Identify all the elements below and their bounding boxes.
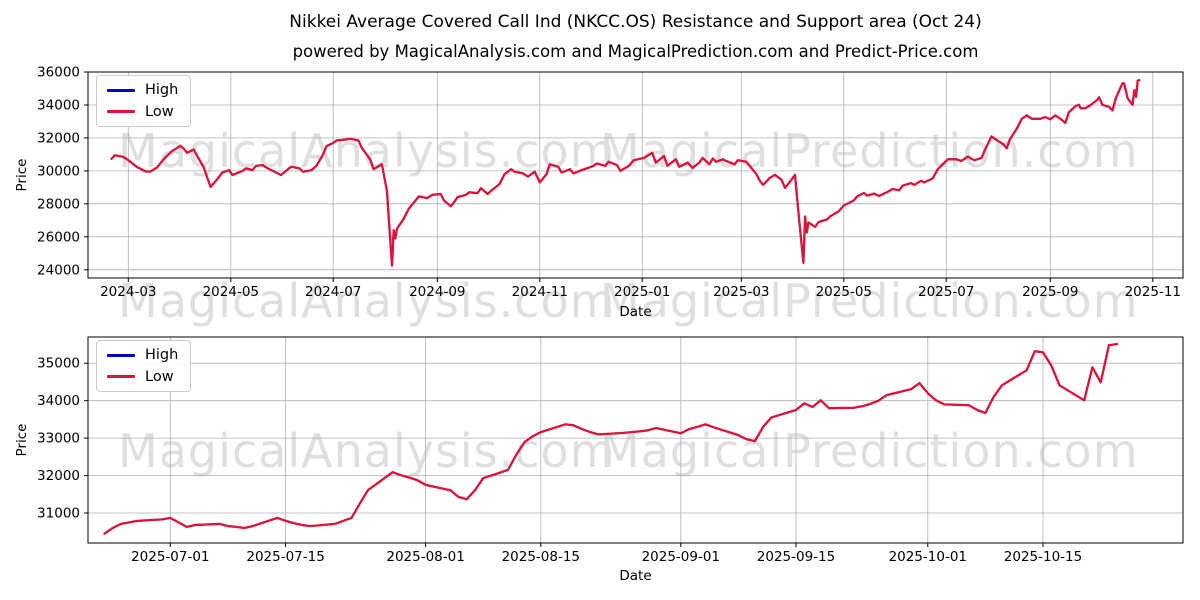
svg-text:2025-07-01: 2025-07-01 xyxy=(131,549,209,565)
svg-text:2024-09: 2024-09 xyxy=(409,284,465,300)
legend-label-low: Low xyxy=(145,103,174,120)
legend-entry-high: High xyxy=(107,348,178,363)
bottom-xlabel: Date xyxy=(619,568,652,584)
svg-text:33000: 33000 xyxy=(37,431,80,447)
svg-text:2025-05: 2025-05 xyxy=(816,284,872,300)
watermark-prediction: MagicalPrediction.com xyxy=(600,124,1139,178)
low-line-swatch xyxy=(107,375,135,379)
svg-text:2025-10-15: 2025-10-15 xyxy=(1004,549,1082,565)
top-ylabel: Price xyxy=(14,158,30,192)
svg-text:34000: 34000 xyxy=(37,393,80,409)
legend-entry-low: Low xyxy=(107,368,178,385)
high-line-swatch xyxy=(107,88,135,92)
figure-title: Nikkei Average Covered Call Ind (NKCC.OS… xyxy=(289,12,982,32)
svg-text:2025-08-15: 2025-08-15 xyxy=(502,549,580,565)
svg-text:26000: 26000 xyxy=(37,229,80,245)
legend-label-high: High xyxy=(145,82,179,98)
svg-text:31000: 31000 xyxy=(37,506,80,522)
svg-text:2024-03: 2024-03 xyxy=(100,284,156,300)
watermark-prediction: MagicalPrediction.com xyxy=(600,274,1139,328)
svg-text:2025-01: 2025-01 xyxy=(614,284,670,300)
bottom-ylabel: Price xyxy=(14,423,30,457)
watermark-prediction: MagicalPrediction.com xyxy=(600,424,1139,478)
bottom-legend: High Low xyxy=(96,340,192,392)
svg-text:2025-07-15: 2025-07-15 xyxy=(246,549,324,565)
svg-text:2024-07: 2024-07 xyxy=(305,284,361,300)
svg-text:2025-03: 2025-03 xyxy=(713,284,769,300)
svg-text:35000: 35000 xyxy=(37,356,80,372)
watermark-analysis: MagicalAnalysis.com xyxy=(118,424,616,478)
svg-text:2025-09-01: 2025-09-01 xyxy=(642,549,720,565)
svg-text:2025-09-15: 2025-09-15 xyxy=(757,549,835,565)
top-legend: High Low xyxy=(96,75,192,127)
svg-text:2025-11: 2025-11 xyxy=(1125,284,1181,300)
svg-text:32000: 32000 xyxy=(37,130,80,146)
watermark-analysis: MagicalAnalysis.com xyxy=(118,124,616,178)
svg-text:24000: 24000 xyxy=(37,262,80,278)
svg-text:2025-10-01: 2025-10-01 xyxy=(889,549,967,565)
low-line-swatch xyxy=(107,110,135,114)
legend-label-high: High xyxy=(145,347,179,363)
svg-text:30000: 30000 xyxy=(37,163,80,179)
svg-text:2025-07: 2025-07 xyxy=(918,284,974,300)
legend-label-low: Low xyxy=(145,368,174,385)
legend-entry-high: High xyxy=(107,83,178,98)
svg-text:2024-05: 2024-05 xyxy=(203,284,259,300)
svg-text:34000: 34000 xyxy=(37,98,80,114)
figure-subtitle: powered by MagicalAnalysis.com and Magic… xyxy=(292,42,979,61)
svg-text:2025-09: 2025-09 xyxy=(1022,284,1078,300)
watermark-analysis: MagicalAnalysis.com xyxy=(118,274,616,328)
svg-text:32000: 32000 xyxy=(37,468,80,484)
legend-entry-low: Low xyxy=(107,103,178,120)
svg-text:2024-11: 2024-11 xyxy=(512,284,568,300)
svg-text:36000: 36000 xyxy=(37,65,80,81)
top-xlabel: Date xyxy=(619,304,652,320)
svg-text:28000: 28000 xyxy=(37,196,80,212)
svg-text:2025-08-01: 2025-08-01 xyxy=(386,549,464,565)
high-line-swatch xyxy=(107,353,135,357)
